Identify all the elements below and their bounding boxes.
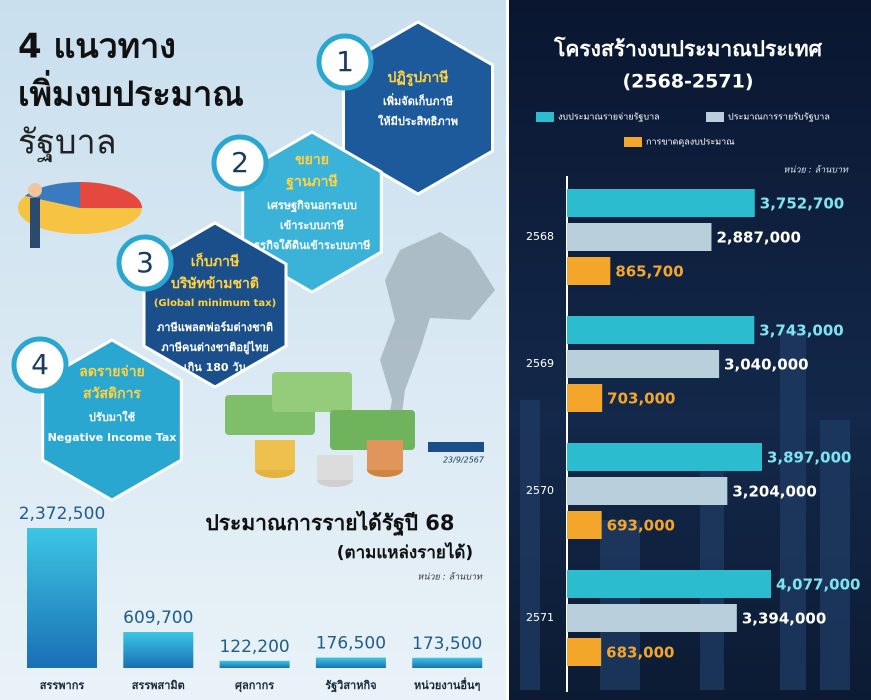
title-line: 4 แนวทาง xyxy=(18,27,176,67)
value-label: 2,372,500 xyxy=(19,504,106,524)
approach-heading: บริษัทข้ามชาติ xyxy=(171,276,259,292)
bar xyxy=(567,443,762,471)
bar xyxy=(567,223,711,251)
approach-detail: ธุรกิจใต้ดินเข้าระบบภาษี xyxy=(254,238,372,253)
value-label: 3,743,000 xyxy=(759,322,843,340)
number-label: 1 xyxy=(336,45,354,78)
bar xyxy=(412,658,482,668)
page: { "infographic": { "title": ["4 แนวทาง",… xyxy=(0,0,871,700)
number-label: 4 xyxy=(31,348,49,381)
bar xyxy=(567,638,601,666)
chart-title: โครงสร้างงบประมาณประเทศ xyxy=(553,36,823,61)
x-tick-label: สรรพากร xyxy=(40,679,85,692)
approach-detail: เข้าระบบภาษี xyxy=(280,219,345,232)
unit-label: หน่วย : ล้านบาท xyxy=(783,165,849,176)
value-label: 609,700 xyxy=(123,608,193,628)
approach-detail: ภาษีแพลตฟอร์มต่างชาติ xyxy=(157,321,273,334)
y-tick-label: 2571 xyxy=(526,611,554,624)
approach-note: (Global minimum tax) xyxy=(154,298,276,309)
legend-swatch xyxy=(536,112,554,122)
y-tick-label: 2570 xyxy=(526,484,554,497)
x-tick-label: หน่วยงานอื่นๆ xyxy=(414,677,481,692)
approach-heading: ฐานภาษี xyxy=(286,174,337,191)
chart-subtitle: (2568-2571) xyxy=(622,71,753,93)
x-tick-label: สรรพสามิต xyxy=(132,679,185,692)
approach-heading: สวัสดิการ xyxy=(83,386,141,402)
bar xyxy=(567,570,771,598)
bar xyxy=(567,384,602,412)
value-label: 3,040,000 xyxy=(724,356,808,374)
approach-detail: เกิน 180 วัน xyxy=(184,361,247,374)
approach-detail: ให้มีประสิทธิภาพ xyxy=(378,114,458,128)
legend-swatch xyxy=(706,112,724,122)
y-tick-label: 2568 xyxy=(526,230,554,243)
approach-detail: เพิ่มจัดเก็บภาษี xyxy=(383,93,454,108)
value-label: 3,204,000 xyxy=(732,483,816,501)
value-label: 122,200 xyxy=(219,637,289,657)
approach-detail: ปรับมาใช้ xyxy=(89,410,136,424)
bar xyxy=(567,511,602,539)
legend-label: งบประมาณรายจ่ายรัฐบาล xyxy=(558,113,660,123)
bar xyxy=(27,528,97,668)
chart-subtitle: (ตามแหล่งรายได้) xyxy=(337,542,473,563)
source-date: 23/9/2567 xyxy=(443,456,485,465)
approach-heading: เก็บภาษี xyxy=(191,252,239,270)
bar xyxy=(567,477,727,505)
approach-detail: Negative Income Tax xyxy=(48,431,177,444)
approach-heading: ปฏิรูปภาษี xyxy=(387,70,448,86)
bar xyxy=(220,661,290,668)
bar xyxy=(567,316,754,344)
value-label: 3,752,700 xyxy=(760,195,844,213)
number-label: 3 xyxy=(136,246,154,279)
x-tick-label: ศุลกากร xyxy=(235,679,274,693)
infographic: 23/9/2567 4 แนวทาง เพิ่มงบประมาณ รัฐบาล … xyxy=(0,0,871,700)
value-label: 176,500 xyxy=(316,634,386,654)
bar xyxy=(567,257,610,285)
chart-title: ประมาณการรายได้รัฐปี 68 xyxy=(205,510,454,537)
bar xyxy=(567,604,737,632)
approach-detail: ภาษีคนต่างชาติอยู่ไทย xyxy=(161,340,268,355)
value-label: 173,500 xyxy=(412,634,482,654)
value-label: 4,077,000 xyxy=(776,576,860,594)
value-label: 683,000 xyxy=(606,644,674,662)
bar xyxy=(123,632,193,668)
value-label: 693,000 xyxy=(607,517,675,535)
approach-detail: เศรษฐกิจนอกระบบ xyxy=(267,199,357,213)
title-line: เพิ่มงบประมาณ xyxy=(18,70,244,115)
y-tick-label: 2569 xyxy=(526,357,554,370)
x-tick-label: รัฐวิสาหกิจ xyxy=(325,679,376,693)
bar xyxy=(567,350,719,378)
approach-heading: ขยาย xyxy=(295,152,329,168)
value-label: 865,700 xyxy=(615,263,683,281)
legend-label: ประมาณการรายรับรัฐบาล xyxy=(728,113,830,123)
value-label: 3,394,000 xyxy=(742,610,826,628)
value-label: 3,897,000 xyxy=(767,449,851,467)
unit-label: หน่วย : ล้านบาท xyxy=(417,572,483,583)
bar xyxy=(567,189,755,217)
title-line: รัฐบาล xyxy=(18,123,117,163)
bar xyxy=(316,658,386,668)
source-badge xyxy=(428,442,484,452)
legend-swatch xyxy=(624,137,642,147)
value-label: 703,000 xyxy=(607,390,675,408)
number-label: 2 xyxy=(231,146,249,179)
approach-heading: ลดรายจ่าย xyxy=(79,364,145,380)
value-label: 2,887,000 xyxy=(716,229,800,247)
legend-label: การขาดดุลงบประมาณ xyxy=(646,138,735,148)
